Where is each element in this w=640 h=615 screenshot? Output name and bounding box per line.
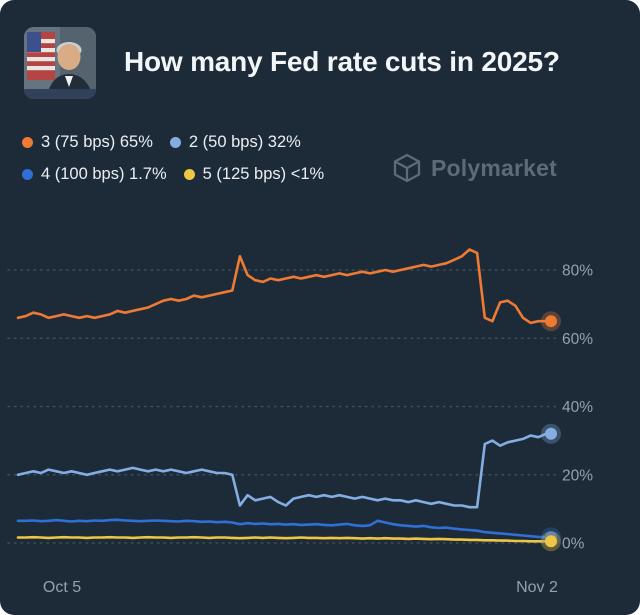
legend-item-3-75bps[interactable]: 3 (75 bps) 65% [22,133,153,152]
series-color-dot [22,169,33,180]
polymarket-logo-icon [393,153,421,183]
x-axis-tick-label: Oct 5 [43,579,81,596]
polymarket-watermark[interactable]: Polymarket [392,149,557,187]
series-endpoint-marker [545,427,557,440]
polymarket-wordmark: Polymarket [431,154,558,181]
legend-item-4-100bps[interactable]: 4 (100 bps) 1.7% [22,165,167,184]
x-axis-tick-label: Nov 2 [516,579,558,596]
series-line [16,535,548,543]
series-color-dot [183,169,195,180]
legend-item-2-50bps[interactable]: 2 (50 bps) 32% [169,133,301,152]
series-endpoint-marker [545,315,557,328]
us-flag [27,32,55,80]
series-line [16,248,548,325]
series-endpoint-marker [545,535,557,548]
legend-row: 3 (75 bps) 65% 2 (50 bps) 32% [22,133,324,152]
legend-label: 4 (100 bps) 1.7% [41,165,167,183]
legend-item-5-125bps[interactable]: 5 (125 bps) <1% [183,165,325,184]
legend-label: 5 (125 bps) <1% [202,165,325,183]
y-axis-tick-label: 80% [562,263,593,280]
y-axis-tick-label: 60% [562,331,593,348]
series-line [16,518,548,539]
legend-label: 2 (50 bps) 32% [188,133,301,151]
y-axis-tick-label: 20% [562,467,593,484]
y-axis-tick-label: 0% [562,536,585,553]
y-axis-tick-label: 40% [562,399,593,416]
market-avatar[interactable] [24,27,96,99]
legend-row: 4 (100 bps) 1.7% 5 (125 bps) <1% [22,165,324,184]
legend: 3 (75 bps) 65% 2 (50 bps) 32% 4 (100 bps… [22,133,324,184]
series-color-dot [22,137,33,148]
page-title: How many Fed rate cuts in 2025? [124,46,560,77]
fed-chair-avatar-image [24,27,96,99]
series-color-dot [169,137,181,148]
legend-label: 3 (75 bps) 65% [41,133,153,151]
series-line [16,432,548,509]
